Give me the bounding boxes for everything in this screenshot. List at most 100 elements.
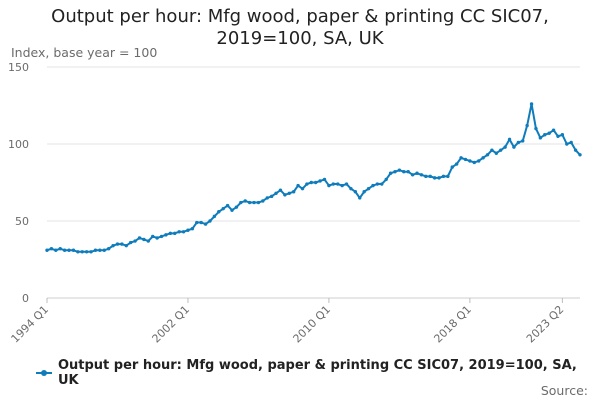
data-point[interactable] <box>230 208 234 212</box>
data-point[interactable] <box>525 123 529 128</box>
data-point[interactable] <box>159 234 164 239</box>
data-point[interactable] <box>239 200 243 205</box>
data-point[interactable] <box>269 194 274 199</box>
data-point[interactable] <box>76 250 80 254</box>
data-point[interactable] <box>133 239 137 243</box>
data-point[interactable] <box>287 191 291 195</box>
data-point[interactable] <box>384 177 388 182</box>
data-point[interactable] <box>410 173 415 177</box>
data-point[interactable] <box>534 126 538 131</box>
data-point[interactable] <box>450 165 454 169</box>
data-point[interactable] <box>137 236 142 240</box>
data-point[interactable] <box>419 173 424 177</box>
data-point[interactable] <box>476 159 481 163</box>
data-point[interactable] <box>186 228 190 232</box>
data-point[interactable] <box>54 248 58 252</box>
data-point[interactable] <box>106 247 111 251</box>
data-point[interactable] <box>261 199 265 203</box>
data-point[interactable] <box>459 156 463 160</box>
data-point[interactable] <box>529 102 534 106</box>
data-point[interactable] <box>58 247 62 251</box>
data-point[interactable] <box>80 250 84 254</box>
data-point[interactable] <box>252 200 256 205</box>
data-point[interactable] <box>212 214 217 219</box>
data-point[interactable] <box>155 236 159 240</box>
data-point[interactable] <box>358 196 362 200</box>
data-point[interactable] <box>402 170 406 174</box>
data-point[interactable] <box>569 140 573 145</box>
data-point[interactable] <box>203 222 208 226</box>
data-point[interactable] <box>291 190 296 194</box>
data-point[interactable] <box>283 193 287 197</box>
data-point[interactable] <box>177 230 181 234</box>
data-point[interactable] <box>115 242 120 246</box>
data-point[interactable] <box>256 200 261 205</box>
data-point[interactable] <box>424 174 428 179</box>
data-point[interactable] <box>331 182 336 186</box>
data-point[interactable] <box>446 174 450 179</box>
data-point[interactable] <box>380 182 384 186</box>
data-point[interactable] <box>397 168 402 172</box>
data-point[interactable] <box>556 134 560 138</box>
data-point[interactable] <box>437 176 441 180</box>
data-point[interactable] <box>190 227 195 231</box>
legend[interactable]: Output per hour: Mfg wood, paper & print… <box>36 358 600 388</box>
data-point[interactable] <box>415 171 419 175</box>
data-point[interactable] <box>111 243 115 248</box>
data-point[interactable] <box>340 183 344 188</box>
data-point[interactable] <box>353 190 358 194</box>
data-point[interactable] <box>432 176 437 180</box>
data-point[interactable] <box>62 248 67 252</box>
data-point[interactable] <box>336 182 340 186</box>
data-point[interactable] <box>120 242 124 246</box>
data-point[interactable] <box>547 131 551 135</box>
data-point[interactable] <box>142 237 146 242</box>
data-point[interactable] <box>199 220 203 225</box>
data-point[interactable] <box>468 159 472 163</box>
data-point[interactable] <box>344 182 349 186</box>
data-point[interactable] <box>578 153 582 157</box>
data-point[interactable] <box>560 133 565 137</box>
data-point[interactable] <box>98 248 102 252</box>
data-point[interactable] <box>499 148 503 152</box>
data-point[interactable] <box>89 250 93 254</box>
data-point[interactable] <box>318 179 322 183</box>
data-point[interactable] <box>84 250 89 254</box>
data-point[interactable] <box>565 142 569 146</box>
data-point[interactable] <box>543 133 547 137</box>
data-point[interactable] <box>164 233 168 237</box>
data-point[interactable] <box>208 219 212 223</box>
data-point[interactable] <box>234 205 239 209</box>
data-point[interactable] <box>512 145 516 149</box>
data-point[interactable] <box>349 186 353 191</box>
data-point[interactable] <box>309 180 313 185</box>
data-point[interactable] <box>217 210 221 214</box>
data-point[interactable] <box>181 230 186 234</box>
data-point[interactable] <box>454 162 459 166</box>
data-point[interactable] <box>481 156 485 160</box>
data-point[interactable] <box>221 206 225 211</box>
data-point[interactable] <box>551 128 556 132</box>
data-point[interactable] <box>274 191 278 195</box>
data-point[interactable] <box>521 139 525 143</box>
data-point[interactable] <box>71 248 76 252</box>
data-point[interactable] <box>265 196 269 200</box>
data-point[interactable] <box>441 174 446 179</box>
data-point[interactable] <box>516 140 521 145</box>
data-point[interactable] <box>93 248 98 252</box>
data-point[interactable] <box>472 160 476 165</box>
data-point[interactable] <box>406 170 410 174</box>
data-point[interactable] <box>538 136 543 140</box>
data-point[interactable] <box>388 171 393 175</box>
data-point[interactable] <box>247 200 252 205</box>
data-point[interactable] <box>393 170 397 174</box>
data-point[interactable] <box>168 231 173 236</box>
data-point[interactable] <box>371 183 375 188</box>
data-point[interactable] <box>485 153 490 157</box>
data-point[interactable] <box>173 231 177 236</box>
data-point[interactable] <box>503 145 507 149</box>
data-point[interactable] <box>573 148 578 152</box>
data-point[interactable] <box>124 243 128 248</box>
data-point[interactable] <box>243 199 247 203</box>
data-point[interactable] <box>428 174 432 179</box>
